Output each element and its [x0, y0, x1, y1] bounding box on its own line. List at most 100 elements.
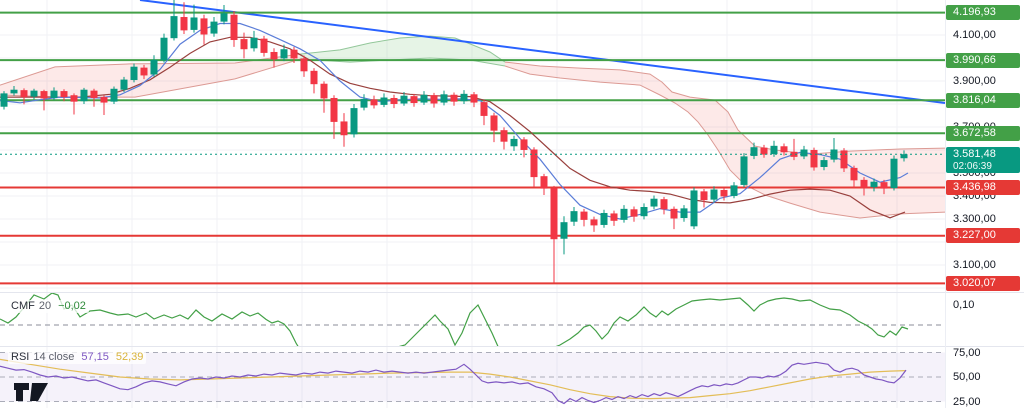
candle-body — [200, 18, 208, 35]
candle-body — [290, 49, 298, 59]
support-price-badge: 3.227,00 — [946, 228, 1020, 244]
cmf-value: −0,02 — [58, 300, 86, 312]
candle-body — [490, 115, 498, 131]
candle-body — [320, 83, 328, 99]
candle-body — [630, 209, 638, 217]
rsi-indicator-label[interactable]: RSI 14 close 57,15 52,39 — [8, 351, 147, 364]
candle-body — [260, 38, 268, 53]
support-price-badge: 3.436,98 — [946, 179, 1020, 195]
candle-body — [270, 51, 278, 60]
candle-body — [520, 139, 528, 150]
candle-body — [720, 189, 728, 197]
candle-body — [550, 188, 558, 240]
candle-body — [680, 208, 688, 219]
tradingview-logo[interactable] — [14, 380, 60, 404]
rsi-pane[interactable] — [0, 352, 945, 405]
price-tick-label: 3.100,00 — [953, 258, 996, 271]
rsi-value: 57,15 — [81, 351, 109, 363]
candle-body — [540, 176, 548, 189]
candle-body — [160, 37, 168, 61]
candle-body — [770, 145, 778, 155]
candle-body — [830, 149, 838, 160]
cmf-indicator-label[interactable]: CMF 20 −0,02 — [8, 300, 89, 313]
candle-body — [470, 94, 478, 103]
candle-body — [150, 59, 158, 75]
candle-body — [170, 16, 178, 39]
candle-body — [100, 97, 108, 103]
candle-body — [250, 37, 258, 49]
candle-body — [20, 90, 28, 98]
candle-body — [890, 158, 898, 189]
candle-body — [850, 167, 858, 181]
cmf-name: CMF — [11, 300, 35, 312]
candle-body — [370, 99, 378, 106]
candle-body — [40, 91, 48, 99]
candle-body — [790, 151, 798, 157]
candle-body — [410, 96, 418, 104]
candle-body — [840, 150, 848, 169]
candle-body — [740, 156, 748, 185]
cmf-params: 20 — [38, 300, 52, 312]
candle-body — [810, 149, 818, 168]
candle-body — [80, 89, 88, 102]
price-tick-label: 3.300,00 — [953, 212, 996, 225]
ichimoku-cloud — [0, 54, 300, 98]
candle-body — [350, 108, 358, 135]
candle-body — [640, 207, 648, 217]
candle-body — [880, 182, 888, 189]
last-price-badge: 3.581,48 02:06:39 — [946, 146, 1020, 173]
candle-body — [530, 149, 538, 178]
candle-body — [500, 130, 508, 142]
candle-body — [750, 147, 758, 156]
rsi-tick-label: 50,00 — [953, 371, 981, 383]
candle-body — [90, 90, 98, 98]
candle-body — [560, 222, 568, 239]
kijun-line — [0, 36, 906, 219]
tenkan-line — [0, 22, 909, 220]
price-pane[interactable] — [0, 0, 945, 289]
rsi-line — [0, 361, 907, 405]
candle-body — [700, 191, 708, 201]
price-tick-label: 3.900,00 — [953, 74, 996, 87]
rsi-ma-value: 52,39 — [115, 351, 144, 363]
cmf-pane[interactable] — [0, 293, 945, 359]
resistance-price-badge: 4.196,93 — [946, 5, 1020, 21]
rsi-params: 14 close — [33, 351, 75, 363]
candle-body — [650, 198, 658, 207]
cmf-line — [0, 293, 909, 346]
candle-body — [60, 91, 68, 98]
candle-body — [190, 17, 198, 30]
candle-body — [430, 95, 438, 104]
candle-body — [300, 58, 308, 72]
ichimoku-cloud — [505, 62, 945, 218]
candle-body — [360, 98, 368, 108]
candle-body — [460, 93, 468, 102]
candle-body — [120, 79, 128, 90]
candle-body — [710, 189, 718, 200]
rsi-name: RSI — [11, 351, 30, 363]
candle-body — [730, 185, 738, 196]
candle-body — [670, 208, 678, 219]
candle-body — [230, 14, 238, 41]
candle-body — [570, 211, 578, 222]
candle-body — [660, 199, 668, 210]
trendline[interactable] — [139, 0, 945, 104]
ichimoku-cloud — [300, 36, 505, 66]
rsi-tick-label: 75,00 — [953, 346, 981, 359]
support-price-badge: 3.020,07 — [946, 275, 1020, 291]
candle-body — [610, 213, 618, 221]
candle-body — [780, 146, 788, 153]
cmf-tick-label: 0,10 — [953, 299, 975, 311]
candle-body — [380, 97, 388, 105]
resistance-price-badge: 3.816,04 — [946, 92, 1020, 108]
candle-body — [900, 154, 908, 159]
candle-body — [70, 95, 78, 102]
candle-body — [210, 21, 218, 34]
candle-body — [30, 90, 38, 97]
senkou-line — [0, 58, 301, 98]
senkou-line — [504, 65, 945, 219]
last-price-value: 3.581,48 — [953, 147, 996, 160]
candle-body — [870, 181, 878, 188]
